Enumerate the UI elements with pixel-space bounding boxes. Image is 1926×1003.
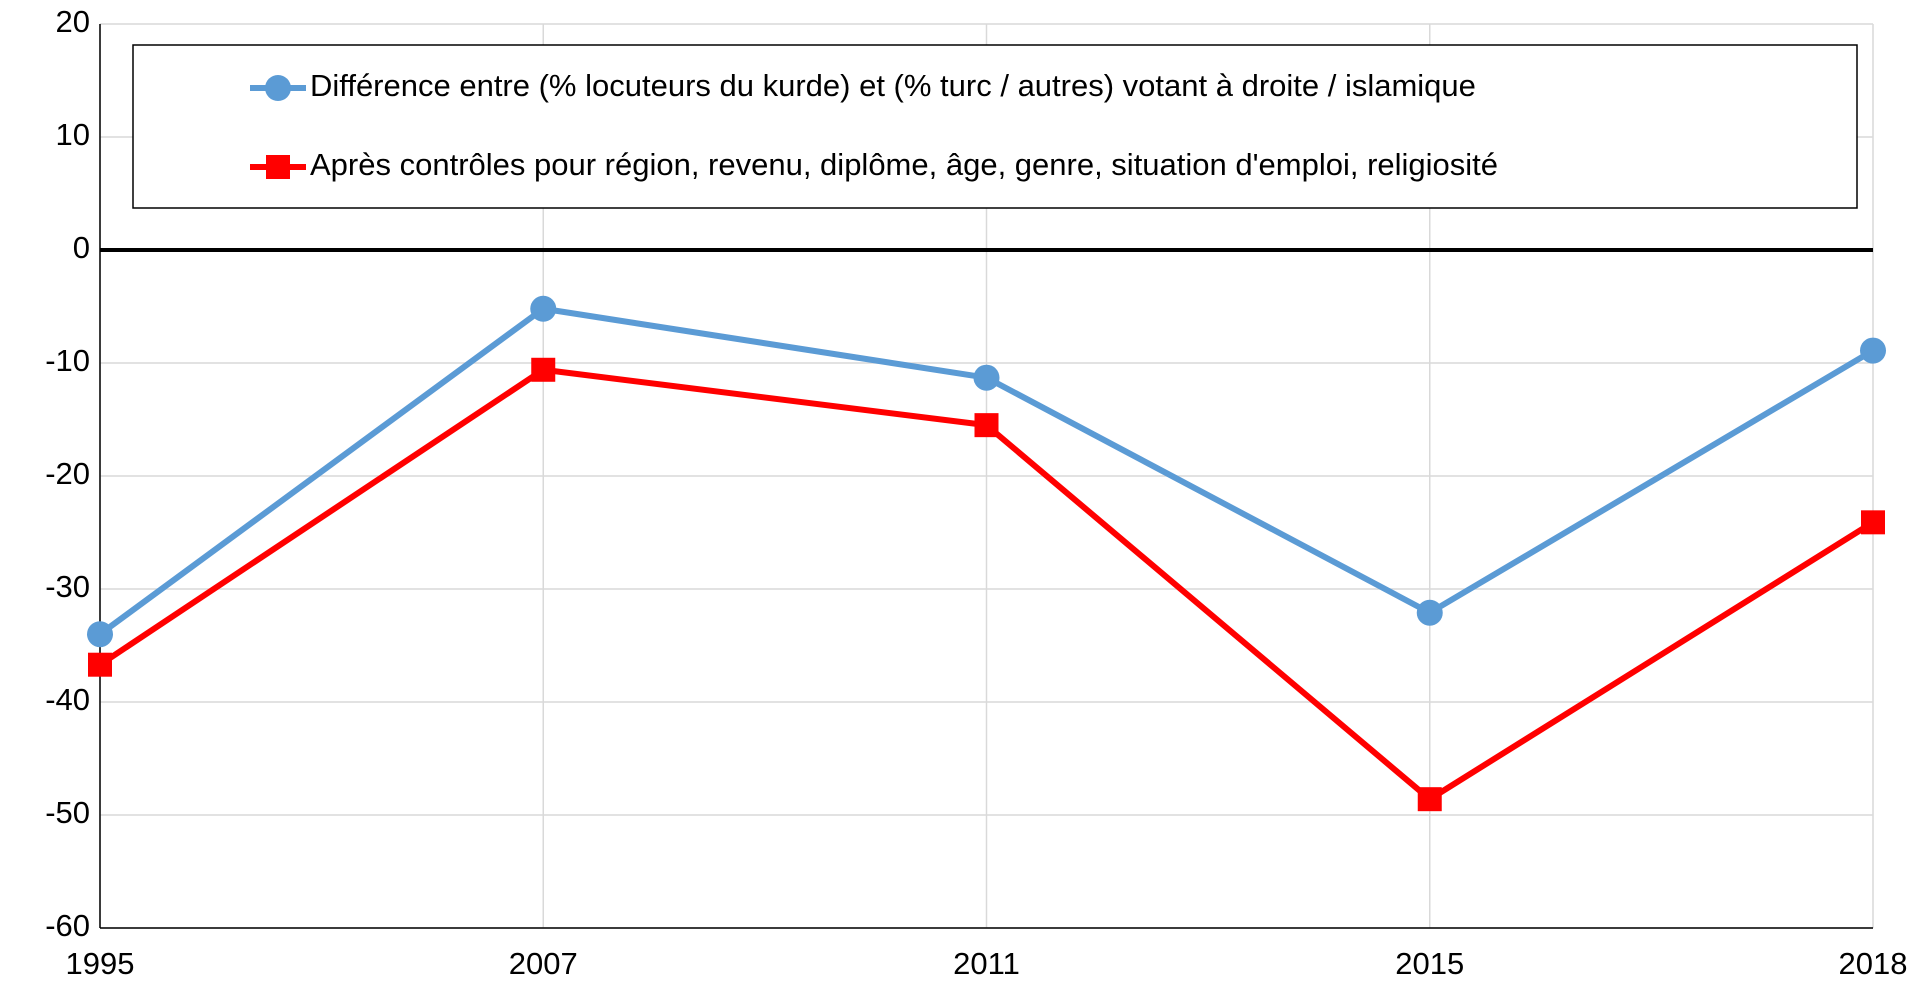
marker [87,621,113,648]
y-tick-label: 0 [73,230,90,265]
legend-marker [265,75,291,101]
y-tick-label: -30 [45,569,90,604]
y-tick-label: -40 [45,682,90,717]
legend-label: Après contrôles pour région, revenu, dip… [310,147,1498,182]
marker [1861,510,1885,535]
legend-marker [266,155,290,179]
marker [88,652,112,677]
y-tick-label: -50 [45,795,90,830]
marker [530,295,557,322]
x-tick-label: 2015 [1395,946,1464,981]
y-tick-label: -10 [45,343,90,378]
y-tick-label: -60 [45,908,90,943]
marker [1417,787,1442,812]
y-tick-label: 10 [56,117,90,152]
x-tick-label: 2007 [509,946,578,981]
marker [531,357,556,382]
y-tick-label: -20 [45,456,90,491]
marker [1416,599,1443,626]
marker [1860,337,1886,364]
x-tick-label: 1995 [66,946,135,981]
legend-label: Différence entre (% locuteurs du kurde) … [310,68,1476,103]
x-tick-label: 2011 [953,946,1020,981]
y-tick-label: 20 [56,4,90,39]
legend-box [132,44,1858,209]
marker [973,364,1000,391]
x-tick-label: 2018 [1839,946,1908,981]
marker [974,413,999,438]
